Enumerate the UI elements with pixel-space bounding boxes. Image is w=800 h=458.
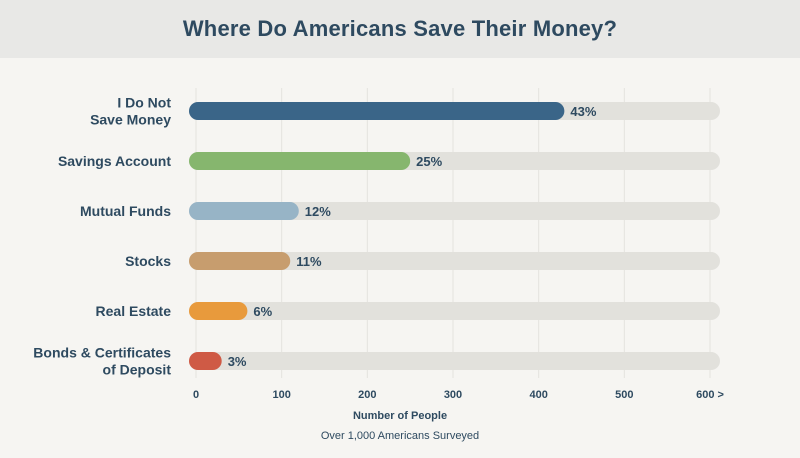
value-label: 11% — [296, 254, 322, 269]
x-tick-label: 300 — [444, 389, 462, 401]
value-labels: 43% 25% 12% 11% 6% 3% — [228, 104, 597, 369]
bar — [189, 352, 222, 370]
bar-chart: I Do Not Save Money Savings Account Mutual … — [33, 88, 724, 401]
x-tick-label: 0 — [193, 389, 199, 401]
category-label: Bonds & Certificates of Deposit — [33, 345, 171, 378]
bar-track — [189, 252, 720, 270]
x-tick-label: 600 > — [696, 389, 724, 401]
category-label: I Do Not Save Money — [90, 95, 171, 128]
category-label: Savings Account — [58, 153, 171, 169]
category-label: Mutual Funds — [80, 203, 171, 219]
value-label: 6% — [253, 304, 272, 319]
x-tick-label: 500 — [615, 389, 633, 401]
bars — [189, 102, 565, 370]
gridlines — [195, 88, 711, 378]
value-label: 3% — [228, 354, 247, 369]
value-label: 12% — [305, 204, 331, 219]
value-label: 43% — [570, 104, 596, 119]
bar-tracks — [189, 102, 720, 370]
bar — [189, 102, 565, 120]
chart-subtitle: Over 1,000 Americans Surveyed — [320, 430, 480, 442]
chart-title: Where Do Americans Save Their Money? — [182, 16, 618, 41]
x-axis-label: Number of People — [352, 410, 448, 422]
category-labels: I Do Not Save Money Savings Account Mutual … — [33, 95, 171, 378]
x-tick-label: 200 — [358, 389, 376, 401]
bar — [189, 302, 248, 320]
category-label: Real Estate — [96, 303, 172, 319]
x-tick-label: 400 — [529, 389, 547, 401]
title-banner: Where Do Americans Save Their Money? — [0, 0, 800, 58]
x-tick-labels: 0 100 200 300 400 500 600 > — [193, 389, 724, 401]
bar — [189, 252, 291, 270]
bar-track — [189, 352, 720, 370]
bar — [189, 202, 299, 220]
bar-track — [189, 302, 720, 320]
value-label: 25% — [416, 154, 442, 169]
x-tick-label: 100 — [272, 389, 290, 401]
bar — [189, 152, 411, 170]
category-label: Stocks — [125, 253, 171, 269]
bar-track — [189, 202, 720, 220]
